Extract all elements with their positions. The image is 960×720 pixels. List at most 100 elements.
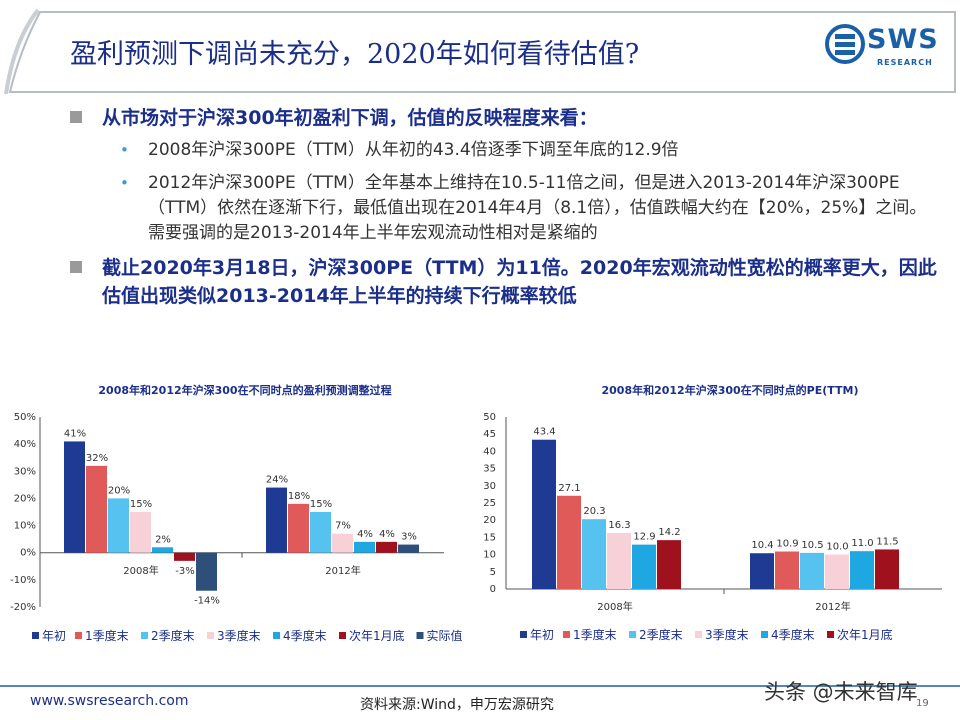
legend-label: 4季度末 (771, 627, 815, 642)
legend-swatch (416, 632, 424, 639)
bar-2季度末 (108, 498, 129, 553)
data-label: 2% (155, 534, 171, 545)
pe-ttm-chart: 2008年和2012年沪深300在不同时点的PE(TTM) 50 45 40 35 30 2… (483, 383, 942, 642)
y-tick-label: 0% (20, 548, 36, 559)
bar-4季度末 (850, 551, 874, 589)
y-tick-label: 40% (14, 439, 36, 450)
legend-label: 实际值 (427, 628, 463, 643)
bar-3季度末 (825, 554, 849, 589)
bullet-point-2: 截止2020年3月18日，沪深300PE（TTM）为11倍。2020年宏观流动性… (70, 254, 940, 310)
legend-swatch (827, 631, 834, 638)
footer-line (0, 685, 960, 687)
bar-年初 (750, 553, 774, 589)
bar-2季度末 (800, 552, 824, 589)
earnings-revision-chart: 2008年和2012年沪深300在不同时点的盈利预测调整过程 50% 40% 30% 2… (10, 383, 463, 643)
data-label: 11.0 (851, 538, 873, 549)
legend-label: 1季度末 (85, 628, 129, 643)
bar-年初 (532, 439, 556, 589)
bullet-point-2-text: 截止2020年3月18日，沪深300PE（TTM）为11倍。2020年宏观流动性… (102, 257, 937, 307)
legend-swatch (695, 631, 702, 638)
square-bullet-icon (70, 261, 82, 273)
data-label: 27.1 (558, 483, 580, 494)
bar-4季度末 (632, 544, 656, 589)
bar-3季度末 (130, 512, 151, 553)
y-tick-label: 45 (483, 429, 496, 440)
data-label: 10.5 (801, 540, 823, 551)
bar-次年1月底 (657, 540, 681, 589)
data-label: 41% (64, 428, 86, 439)
category-label: 2012年 (815, 600, 850, 613)
legend-label: 次年1月底 (349, 628, 405, 643)
footer-url[interactable]: www.swsresearch.com (30, 693, 189, 709)
y-tick-label: 20 (483, 515, 496, 526)
legend-label: 4季度末 (283, 628, 327, 643)
data-label: 15% (130, 499, 152, 510)
data-label: 10.9 (776, 539, 798, 550)
legend-swatch (141, 632, 148, 639)
bar-次年1月底 (174, 552, 195, 561)
data-label: 43.4 (533, 427, 555, 438)
bar-1季度末 (288, 503, 309, 553)
sub-bullet-2: • 2012年沪深300PE（TTM）全年基本上维持在10.5-11倍之间，但是… (70, 171, 928, 246)
data-label: 15% (310, 499, 332, 510)
legend-swatch (761, 631, 768, 638)
y-tick-label: 25 (483, 498, 496, 509)
bar-4季度末 (152, 547, 173, 553)
y-tick-label: 50 (483, 412, 496, 423)
logo-text: SWS (867, 24, 939, 55)
bar-3季度末 (332, 533, 353, 553)
data-label: 12.9 (633, 532, 655, 543)
y-tick-label: 10 (483, 550, 496, 561)
data-label: -14% (194, 596, 220, 607)
legend-swatch (339, 632, 346, 639)
bar-年初 (64, 441, 85, 553)
sub-bullet-1: • 2008年沪深300PE（TTM）从年初的43.4倍逐季下调至年底的12.9… (70, 138, 928, 163)
legend-swatch (32, 632, 39, 639)
title-bar-shape (4, 8, 956, 94)
legend-swatch (273, 632, 280, 639)
watermark-text: 头条 @未来智库 (764, 680, 918, 704)
data-label: 10.0 (826, 542, 848, 553)
y-tick-label: 50% (14, 412, 36, 423)
bar-3季度末 (607, 532, 631, 589)
chart-title: 2008年和2012年沪深300在不同时点的盈利预测调整过程 (98, 383, 391, 397)
footer-source: 资料来源:Wind，申万宏源研究 (360, 697, 554, 713)
square-bullet-icon (70, 111, 82, 123)
sub-bullet-2-text: 2012年沪深300PE（TTM）全年基本上维持在10.5-11倍之间，但是进入… (148, 173, 927, 243)
bar-年初 (266, 487, 287, 553)
y-tick-label: 0 (490, 584, 496, 595)
bar-次年1月底 (875, 549, 899, 589)
legend-swatch (563, 631, 570, 638)
y-tick-label: 15 (483, 532, 496, 543)
legend-label: 年初 (530, 628, 554, 642)
legend-label: 3季度末 (217, 628, 261, 643)
data-label: 16.3 (608, 520, 630, 531)
legend-swatch (629, 631, 636, 638)
sub-bullet-1-text: 2008年沪深300PE（TTM）从年初的43.4倍逐季下调至年底的12.9倍 (148, 140, 679, 160)
y-tick-label: 40 (483, 446, 496, 457)
legend-swatch (75, 632, 82, 639)
data-label: 3% (401, 532, 417, 543)
data-label: 20% (108, 485, 130, 496)
legend-label: 次年1月底 (837, 627, 893, 642)
sws-logo: SWS RESEARCH (825, 22, 945, 74)
data-label: 4% (357, 529, 373, 540)
bar-实际值 (196, 552, 217, 591)
bar-4季度末 (354, 541, 375, 553)
content-area: 从市场对于沪深300年初盈利下调，估值的反映程度来看： • 2008年沪深300… (70, 104, 940, 316)
category-label: 2008年 (597, 600, 632, 613)
bar-1季度末 (86, 465, 107, 553)
logo-mark-icon (825, 24, 865, 64)
data-label: 18% (288, 491, 310, 502)
y-tick-label: 30% (14, 466, 36, 477)
data-label: -3% (175, 566, 194, 577)
category-label: 2008年 (123, 564, 158, 577)
bar-1季度末 (775, 551, 799, 589)
y-tick-label: 30 (483, 481, 496, 492)
page-title: 盈利预测下调尚未充分，2020年如何看待估值? (70, 39, 640, 70)
bullet-point-1: 从市场对于沪深300年初盈利下调，估值的反映程度来看： (70, 104, 940, 132)
chart-title: 2008年和2012年沪深300在不同时点的PE(TTM) (601, 383, 858, 397)
y-tick-label: 35 (483, 464, 496, 475)
dot-bullet-icon: • (120, 141, 129, 159)
legend-label: 2季度末 (639, 627, 683, 642)
